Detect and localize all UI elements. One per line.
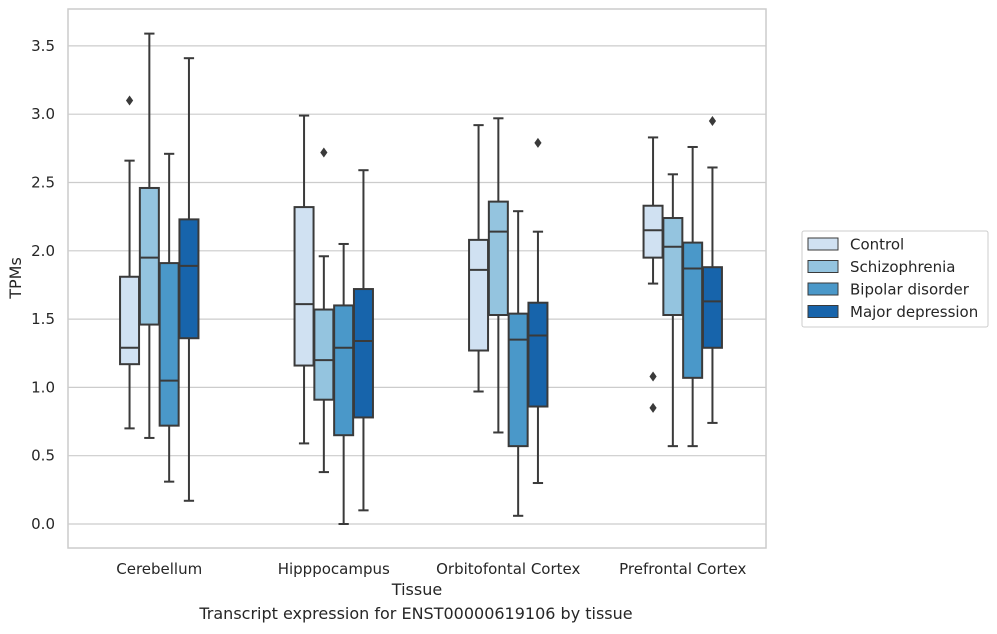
outlier-point xyxy=(320,147,328,158)
y-tick-label: 0.0 xyxy=(31,515,55,533)
box-control xyxy=(119,95,141,430)
box-schizophrenia xyxy=(662,173,684,448)
box-body xyxy=(701,266,723,349)
box-major-depression xyxy=(352,169,374,512)
box-schizophrenia xyxy=(487,117,509,434)
box-major-depression xyxy=(178,57,200,502)
figure-caption: Transcript expression for ENST0000061910… xyxy=(199,604,633,623)
y-tick-labels: 0.0 0.5 1.0 1.5 2.0 2.5 3.0 3.5 xyxy=(31,37,55,533)
box-bipolar-disorder xyxy=(158,152,180,483)
x-axis-label: Tissue xyxy=(391,580,442,599)
x-tick-labels: Cerebellum Hipppocampus Orbitofontal Corte… xyxy=(116,560,746,578)
box-body xyxy=(507,312,529,448)
boxes xyxy=(119,32,723,525)
box-schizophrenia xyxy=(313,147,335,474)
outlier-point xyxy=(649,371,657,382)
outlier-point xyxy=(649,402,657,413)
legend-swatch xyxy=(807,305,839,318)
legend-label: Control xyxy=(850,236,904,254)
box-schizophrenia xyxy=(138,32,160,439)
box-bipolar-disorder xyxy=(507,210,529,517)
y-tick-label: 1.0 xyxy=(31,378,55,396)
outlier-point xyxy=(708,116,717,127)
box-body xyxy=(178,218,200,340)
y-tick-label: 3.5 xyxy=(31,37,55,55)
box-body xyxy=(119,275,141,366)
box-body xyxy=(662,217,684,317)
legend: Control Schizophrenia Bipolar disorder Majo… xyxy=(801,230,989,328)
x-tick-label: Hipppocampus xyxy=(278,560,390,578)
box-body xyxy=(138,186,160,326)
y-tick-label: 3.0 xyxy=(31,105,55,123)
box-body xyxy=(352,288,374,419)
box-bipolar-disorder xyxy=(682,145,704,448)
box-body xyxy=(333,304,355,437)
box-body xyxy=(487,200,509,317)
box-body xyxy=(468,238,490,352)
outlier-point xyxy=(534,137,542,148)
box-control xyxy=(642,136,664,413)
legend-label: Schizophrenia xyxy=(850,258,955,276)
y-tick-label: 2.0 xyxy=(31,242,55,260)
legend-swatch xyxy=(807,282,839,296)
box-body xyxy=(293,206,315,367)
x-tick-label: Cerebellum xyxy=(116,560,202,578)
box-control xyxy=(468,124,490,393)
box-body xyxy=(527,301,549,408)
legend-swatch xyxy=(807,237,839,251)
box-body xyxy=(158,262,180,427)
legend-label: Bipolar disorder xyxy=(850,281,970,299)
y-axis-label: TPMs xyxy=(6,257,25,300)
box-control xyxy=(293,114,315,445)
y-tick-label: 0.5 xyxy=(31,447,55,465)
x-tick-label: Prefrontal Cortex xyxy=(619,560,746,578)
x-tick-label: Orbitofontal Cortex xyxy=(436,560,580,578)
box-body xyxy=(682,241,704,379)
plot-frame xyxy=(67,8,767,549)
box-bipolar-disorder xyxy=(333,242,355,525)
legend-frame xyxy=(801,230,989,328)
outlier-point xyxy=(125,95,134,106)
y-tick-label: 2.5 xyxy=(31,174,55,192)
box-body xyxy=(313,308,335,401)
box-major-depression xyxy=(527,137,549,485)
box-major-depression xyxy=(701,116,723,424)
y-tick-label: 1.5 xyxy=(31,310,55,328)
legend-label: Major depression xyxy=(850,303,978,321)
box-body xyxy=(642,204,664,259)
legend-swatch xyxy=(807,260,839,273)
